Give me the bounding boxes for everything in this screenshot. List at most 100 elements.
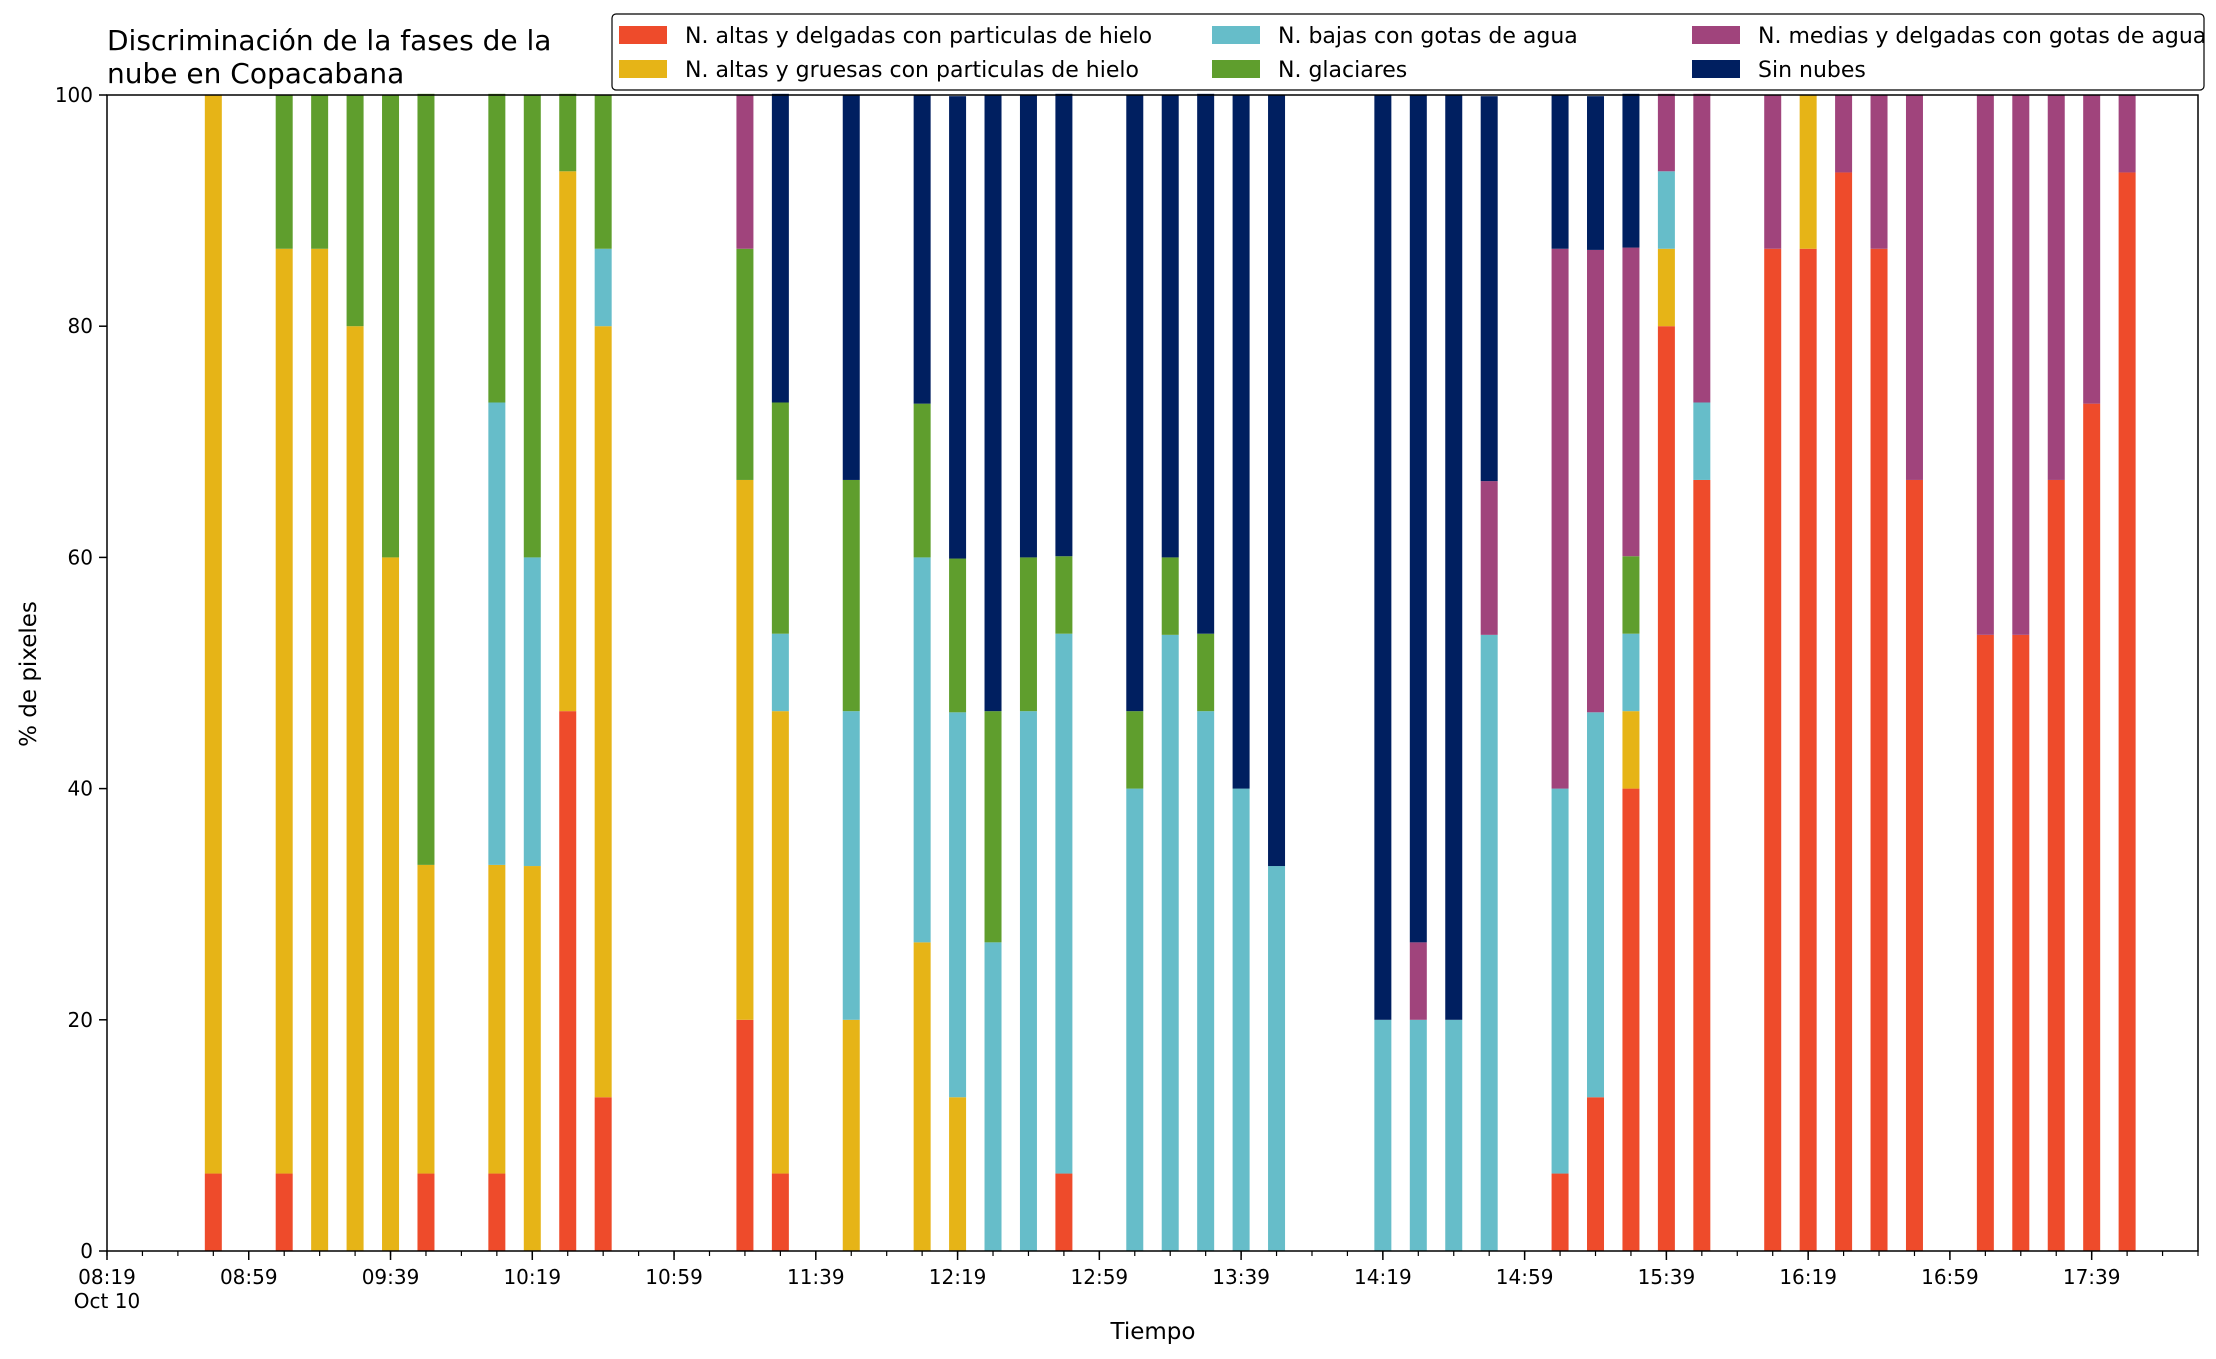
bars-layer bbox=[204, 93, 2136, 1252]
bar-segment bbox=[771, 711, 789, 1174]
bar-segment bbox=[559, 93, 577, 172]
bar-segment bbox=[1161, 557, 1179, 635]
legend-swatch bbox=[1692, 26, 1740, 44]
x-tick-label: 14:19 bbox=[1354, 1265, 1412, 1289]
bar-segment bbox=[2047, 479, 2065, 1251]
x-tick-label: 09:39 bbox=[362, 1265, 420, 1289]
bar-segment bbox=[736, 479, 754, 1020]
bar-segment bbox=[1764, 248, 1782, 1251]
bar-segment bbox=[523, 866, 541, 1251]
x-tick-label: 10:19 bbox=[503, 1265, 561, 1289]
bar-segment bbox=[1374, 95, 1392, 1020]
legend-swatch bbox=[619, 26, 667, 44]
bar-segment bbox=[1480, 96, 1498, 482]
bar-segment bbox=[771, 402, 789, 634]
bar-segment bbox=[1622, 556, 1640, 634]
bar-segment bbox=[488, 93, 506, 403]
bar-segment bbox=[2118, 95, 2136, 173]
x-tick-label: 08:19 bbox=[78, 1265, 136, 1289]
bar-segment bbox=[1232, 788, 1250, 1251]
bar-segment bbox=[1055, 556, 1073, 634]
bar-segment bbox=[1622, 247, 1640, 557]
bar-segment bbox=[1835, 95, 1853, 173]
bar-segment bbox=[984, 95, 1002, 712]
y-tick-label: 0 bbox=[80, 1239, 93, 1263]
bar-segment bbox=[275, 248, 293, 1174]
x-axis-label: Tiempo bbox=[1110, 1319, 1196, 1345]
bar-segment bbox=[1976, 95, 1994, 635]
x-tick-label: 11:39 bbox=[787, 1265, 845, 1289]
bar-segment bbox=[2012, 95, 2030, 635]
bar-segment bbox=[1870, 248, 1888, 1251]
bar-segment bbox=[1019, 95, 1037, 558]
bar-segment bbox=[1268, 95, 1286, 867]
bar-segment bbox=[1055, 1173, 1073, 1251]
bar-segment bbox=[1480, 634, 1498, 1251]
bar-segment bbox=[949, 1097, 967, 1251]
bar-segment bbox=[1657, 93, 1675, 172]
bar-segment bbox=[1161, 634, 1179, 1251]
x-tick-label: 15:39 bbox=[1638, 1265, 1696, 1289]
x-tick-label: 14:59 bbox=[1496, 1265, 1554, 1289]
bar-segment bbox=[1905, 95, 1923, 480]
legend-swatch bbox=[1692, 60, 1740, 78]
bar-segment bbox=[346, 95, 364, 327]
legend-label: N. glaciares bbox=[1278, 58, 1407, 83]
axes-layer: 0 20 40 60 80 100 08:19 08:59 09:39 10:19 10:59 11:… bbox=[55, 83, 2199, 1313]
bar-segment bbox=[984, 942, 1002, 1251]
bar-segment bbox=[594, 248, 612, 327]
y-tick-label: 40 bbox=[68, 777, 93, 801]
bar-segment bbox=[1657, 248, 1675, 327]
y-tick-label: 60 bbox=[68, 545, 93, 569]
bar-segment bbox=[1409, 942, 1427, 1020]
bar-segment bbox=[311, 95, 329, 249]
x-tick-label: 08:59 bbox=[220, 1265, 278, 1289]
bar-segment bbox=[311, 248, 329, 1251]
y-tick-label: 100 bbox=[55, 83, 93, 107]
bar-segment bbox=[594, 1097, 612, 1251]
bar-segment bbox=[1799, 248, 1817, 1251]
bar-segment bbox=[346, 326, 364, 1251]
legend-label: Sin nubes bbox=[1758, 58, 1866, 83]
x-date-label: Oct 10 bbox=[74, 1289, 140, 1313]
bar-segment bbox=[949, 558, 967, 713]
bar-segment bbox=[382, 95, 400, 558]
bar-segment bbox=[1587, 96, 1605, 250]
bar-segment bbox=[488, 864, 506, 1174]
bar-segment bbox=[1409, 95, 1427, 943]
bar-segment bbox=[1126, 95, 1144, 712]
bar-segment bbox=[1551, 1173, 1569, 1251]
bar-segment bbox=[382, 557, 400, 1251]
legend-label: N. bajas con gotas de agua bbox=[1278, 24, 1578, 49]
bar-segment bbox=[275, 1173, 293, 1251]
bar-segment bbox=[771, 93, 789, 403]
bar-segment bbox=[594, 326, 612, 1098]
bar-segment bbox=[2012, 634, 2030, 1251]
bar-segment bbox=[1445, 95, 1463, 1020]
bar-segment bbox=[842, 711, 860, 1020]
bar-segment bbox=[594, 95, 612, 249]
bar-segment bbox=[1551, 788, 1569, 1174]
bar-segment bbox=[1161, 95, 1179, 558]
bar-segment bbox=[1587, 712, 1605, 1098]
bar-segment bbox=[1126, 711, 1144, 789]
bar-segment bbox=[1657, 326, 1675, 1251]
bar-segment bbox=[559, 171, 577, 712]
bar-segment bbox=[1622, 788, 1640, 1251]
x-tick-label: 17:39 bbox=[2063, 1265, 2121, 1289]
bar-segment bbox=[771, 633, 789, 712]
legend-label: N. altas y delgadas con particulas de hi… bbox=[685, 24, 1152, 49]
bar-segment bbox=[1835, 172, 1853, 1252]
bar-segment bbox=[1019, 557, 1037, 712]
bar-segment bbox=[1587, 249, 1605, 713]
bar-segment bbox=[488, 402, 506, 865]
y-tick-label: 20 bbox=[68, 1008, 93, 1032]
bar-segment bbox=[1764, 95, 1782, 249]
bar-segment bbox=[204, 95, 222, 1174]
bar-segment bbox=[1587, 1097, 1605, 1251]
x-tick-label: 13:39 bbox=[1212, 1265, 1270, 1289]
bar-segment bbox=[736, 95, 754, 249]
bar-segment bbox=[1976, 634, 1994, 1251]
bar-segment bbox=[1445, 1019, 1463, 1251]
bar-segment bbox=[1197, 93, 1215, 634]
